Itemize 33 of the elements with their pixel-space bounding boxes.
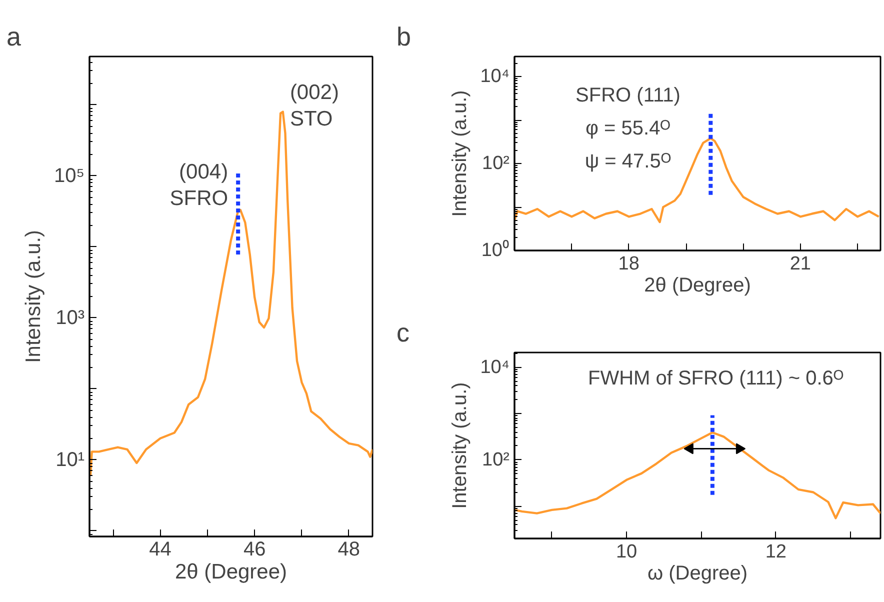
line-series bbox=[90, 110, 372, 477]
x-axis-title: ω (Degree) bbox=[647, 562, 748, 584]
line-series bbox=[514, 431, 880, 520]
y-axis-title: Intensity (a.u.) bbox=[449, 90, 472, 217]
x-tick-label: 10 bbox=[616, 542, 638, 562]
y-tick-label: 10² bbox=[482, 449, 510, 470]
y-tick-label: 10⁵ bbox=[54, 164, 85, 187]
x-tick-label: 48 bbox=[338, 538, 360, 560]
y-tick-label: 10⁴ bbox=[480, 356, 510, 378]
x-tick-label: 21 bbox=[790, 254, 812, 274]
line-series bbox=[514, 137, 880, 224]
y-axis-title: Intensity (a.u.) bbox=[22, 230, 45, 364]
x-tick-label: 46 bbox=[243, 538, 266, 560]
chart-title: a bbox=[6, 22, 22, 52]
annotation: φ = 55.4ᴼ bbox=[586, 117, 670, 140]
x-tick-label: 18 bbox=[618, 254, 640, 274]
annotation: (004) SFRO bbox=[170, 160, 228, 210]
annotation: FWHM of SFRO (111) ~ 0.6ᴼ bbox=[588, 368, 844, 390]
x-axis-title: 2θ (Degree) bbox=[174, 560, 288, 584]
x-tick-label: 12 bbox=[765, 542, 786, 562]
x-axis-title: 2θ (Degree) bbox=[644, 274, 751, 296]
y-tick-label: 10³ bbox=[56, 306, 85, 329]
annotation: (002) STO bbox=[290, 81, 339, 130]
x-tick-label: 44 bbox=[149, 538, 172, 560]
y-tick-label: 10² bbox=[482, 153, 510, 174]
chart-title: c bbox=[396, 318, 410, 348]
chart-title: b bbox=[396, 22, 411, 52]
annotation: ψ = 47.5ᴼ bbox=[584, 150, 672, 172]
y-tick-label: 10⁴ bbox=[480, 66, 510, 88]
y-tick-label: 10¹ bbox=[56, 448, 85, 471]
y-axis-title: Intensity (a.u.) bbox=[449, 382, 472, 509]
y-tick-label: 10⁰ bbox=[481, 239, 510, 261]
annotation: SFRO (111) bbox=[576, 84, 680, 106]
